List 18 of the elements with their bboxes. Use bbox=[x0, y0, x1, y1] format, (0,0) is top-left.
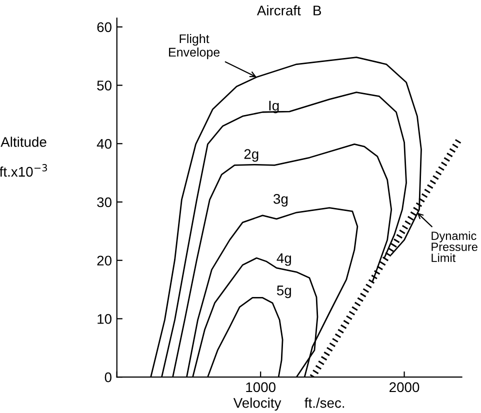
y-tick-label: 30 bbox=[97, 197, 112, 208]
x-tick-label: 2000 bbox=[390, 382, 420, 392]
x-tick-label: 1000 bbox=[246, 382, 276, 392]
y-tick-label: 10 bbox=[98, 314, 112, 324]
y-tick-label: 60 bbox=[97, 22, 112, 32]
annotation: 2g bbox=[244, 149, 258, 162]
text: Altitude ft.x10$^{−3}$ bbox=[0, 136, 47, 177]
y-tick-label: 50 bbox=[97, 80, 112, 90]
y-tick-label: 40 bbox=[96, 138, 112, 149]
annotation: Dynamic Pressure Limit bbox=[432, 231, 478, 262]
y-tick-label: 20 bbox=[97, 256, 112, 266]
x-axis-title: Velocity ft./sec. bbox=[233, 398, 344, 411]
annotation: Flight Envelope bbox=[169, 34, 220, 60]
y-tick-label: 0 bbox=[104, 372, 112, 382]
annotation: 4g bbox=[276, 253, 291, 266]
chart-title: Aircraft B bbox=[256, 5, 322, 16]
annotation: 3g bbox=[274, 194, 288, 207]
annotation: 5g bbox=[276, 286, 291, 298]
